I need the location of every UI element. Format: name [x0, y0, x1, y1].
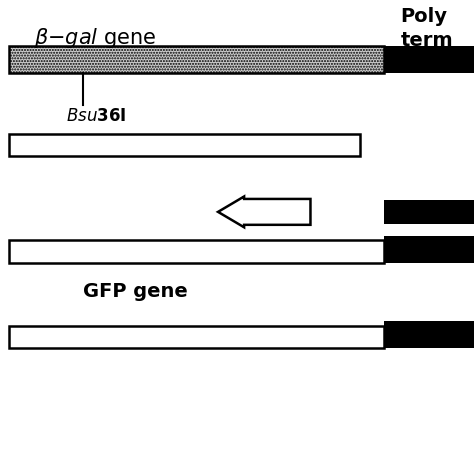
Text: Poly: Poly	[401, 7, 447, 26]
Bar	[384, 236, 474, 263]
Bar	[384, 46, 474, 73]
Text: $\mathit{Bsu}$$\mathbf{36I}$: $\mathit{Bsu}$$\mathbf{36I}$	[66, 107, 127, 125]
Bar	[9, 134, 360, 156]
Text: $\beta$$\mathit{-gal}$ $\mathrm{gene}$: $\beta$$\mathit{-gal}$ $\mathrm{gene}$	[34, 26, 156, 50]
Bar	[384, 200, 474, 224]
Text: term: term	[401, 31, 453, 50]
Bar	[9, 326, 384, 348]
Bar	[9, 46, 384, 73]
Text: GFP gene: GFP gene	[83, 282, 188, 301]
Polygon shape	[218, 197, 310, 227]
Bar	[9, 240, 384, 263]
Bar	[384, 321, 474, 348]
